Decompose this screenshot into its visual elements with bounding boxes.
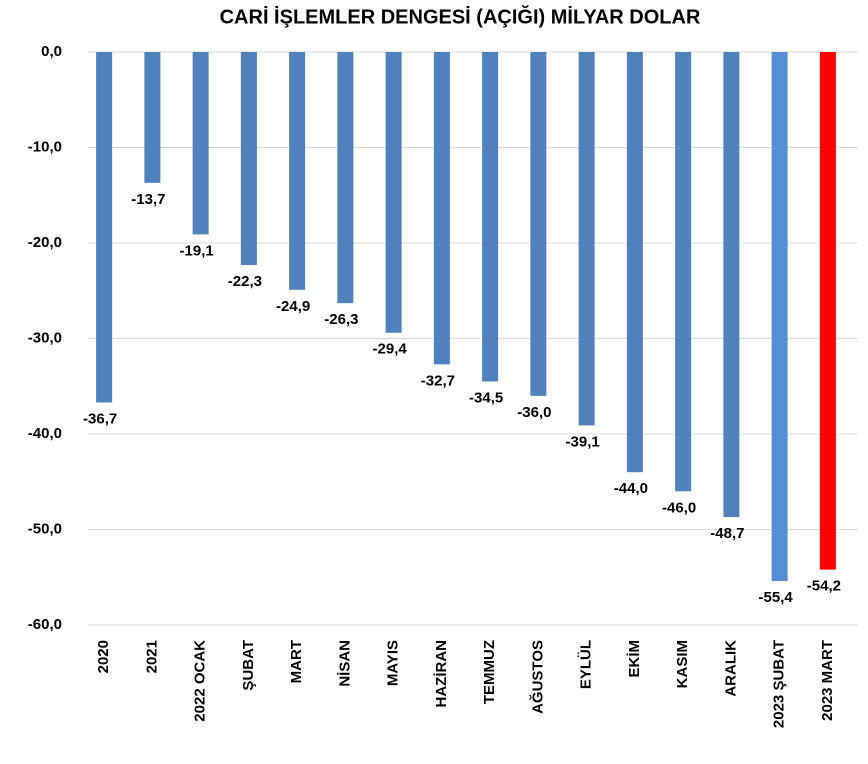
x-tick-label: MAYIS [385, 640, 402, 686]
data-label: -54,2 [807, 578, 841, 595]
bar [192, 52, 209, 235]
data-label: -36,7 [83, 410, 117, 427]
x-tick-label: ŞUBAT [240, 640, 257, 691]
x-tick-label: ARALIK [722, 640, 739, 697]
bar [144, 52, 161, 183]
y-tick-label: -60,0 [28, 616, 62, 633]
bar [819, 52, 836, 570]
data-label: -48,7 [710, 525, 744, 542]
data-label: -34,5 [469, 389, 503, 406]
data-label: -22,3 [228, 273, 262, 290]
data-label: -46,0 [662, 499, 696, 516]
x-tick-label: EKİM [626, 640, 643, 678]
x-tick-label: 2021 [143, 640, 160, 673]
x-tick-label: HAZİRAN [433, 640, 450, 708]
bar [433, 52, 450, 365]
data-label: -26,3 [324, 311, 358, 328]
x-tick-label: 2023 ŞUBAT [771, 640, 788, 728]
data-label: -44,0 [614, 480, 648, 497]
bar [675, 52, 692, 492]
bar [578, 52, 595, 426]
x-tick-label: 2020 [95, 640, 112, 673]
y-tick-label: -50,0 [28, 520, 62, 537]
bar [240, 52, 257, 265]
y-tick-label: 0,0 [41, 43, 62, 60]
x-tick-label: AĞUSTOS [528, 640, 546, 714]
x-tick-label: TEMMUZ [481, 640, 498, 704]
data-label: -36,0 [517, 404, 551, 421]
data-label: -29,4 [373, 341, 408, 358]
data-label: -39,1 [566, 433, 600, 450]
bar [96, 52, 113, 403]
data-label: -19,1 [180, 242, 214, 259]
bar [289, 52, 306, 290]
x-tick-label: 2023 MART [819, 640, 836, 721]
bar [723, 52, 740, 518]
bar [482, 52, 499, 382]
data-label: -55,4 [759, 589, 794, 606]
y-tick-label: -20,0 [28, 234, 62, 251]
x-tick-label: NİSAN [336, 640, 353, 687]
x-tick-label: 2022 OCAK [192, 640, 209, 722]
data-label: -32,7 [421, 372, 455, 389]
data-label: -24,9 [276, 298, 310, 315]
y-tick-label: -40,0 [28, 425, 62, 442]
x-tick-label: MART [288, 640, 305, 683]
data-label: -13,7 [131, 191, 165, 208]
y-tick-label: -30,0 [28, 329, 62, 346]
x-tick-label: KASIM [674, 640, 691, 688]
chart-title: CARİ İŞLEMLER DENGESİ (AÇIĞI) MİLYAR DOL… [220, 4, 701, 28]
bar [626, 52, 643, 473]
bar [337, 52, 354, 304]
bar [385, 52, 402, 333]
bar [530, 52, 547, 396]
bar [771, 52, 788, 582]
x-tick-label: EYLÜL [578, 640, 595, 689]
y-tick-label: -10,0 [28, 138, 62, 155]
